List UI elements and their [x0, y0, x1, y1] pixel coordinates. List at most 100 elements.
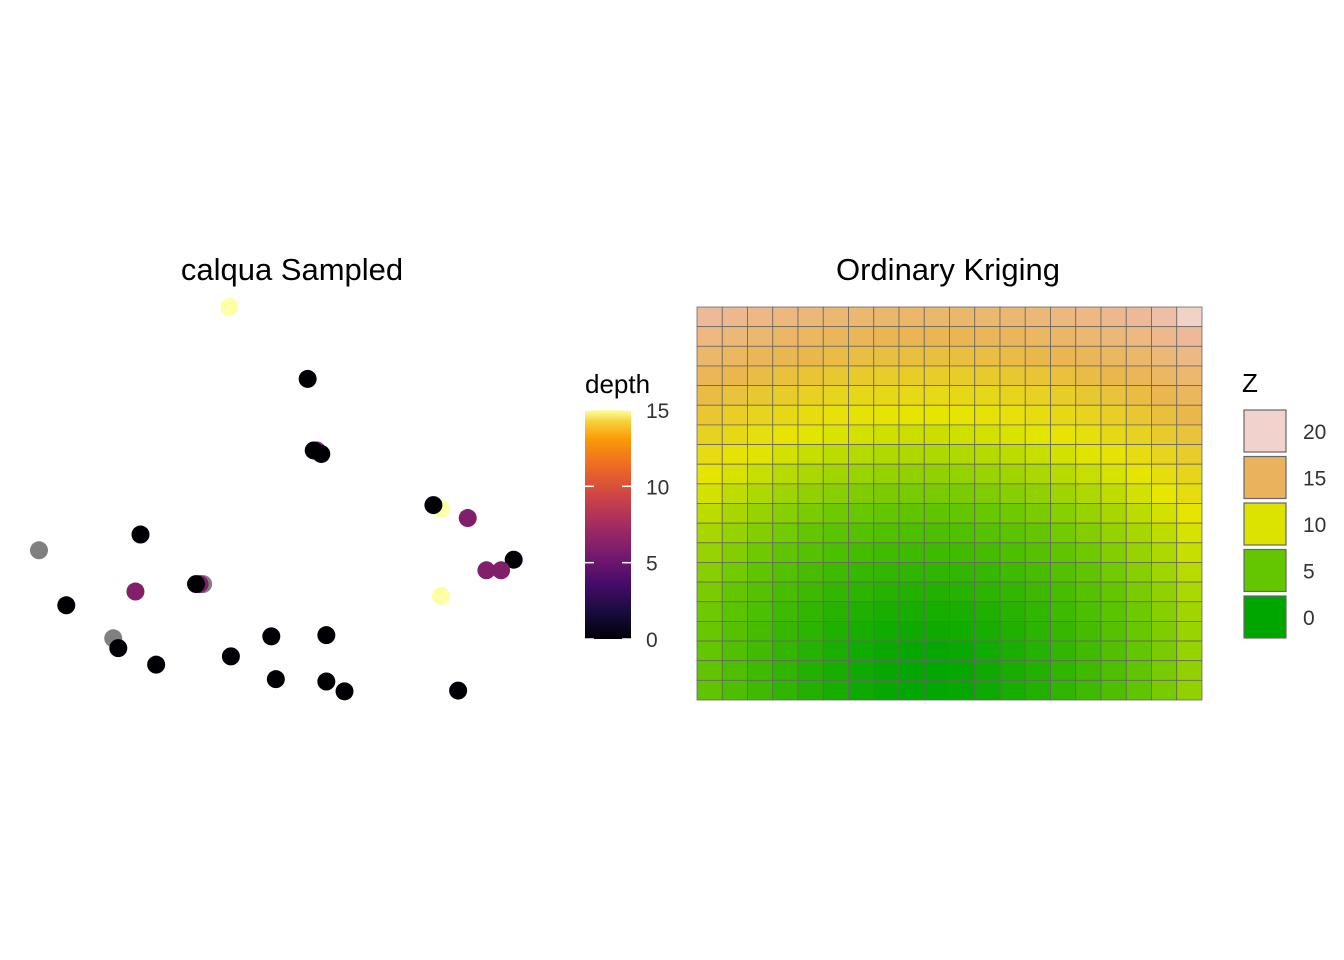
kriging-cell — [1151, 660, 1178, 681]
scatter-point — [317, 672, 336, 691]
kriging-cell — [1100, 503, 1127, 524]
kriging-cell — [822, 424, 849, 445]
kriging-cell — [1024, 601, 1051, 622]
kriging-cell — [797, 306, 824, 328]
kriging-cell — [1100, 326, 1127, 347]
scatter-point — [298, 369, 317, 388]
z-legend-key — [1243, 595, 1287, 639]
kriging-cell — [1176, 640, 1203, 662]
kriging-cell — [822, 463, 849, 485]
kriging-cell — [999, 522, 1026, 544]
kriging-cell — [873, 306, 900, 328]
z-legend-key — [1243, 502, 1287, 546]
kriging-cell — [696, 542, 723, 563]
kriging-cell — [1151, 562, 1178, 583]
kriging-cell — [1050, 542, 1077, 563]
kriging-cell — [747, 306, 774, 328]
kriging-cell — [1151, 306, 1178, 328]
kriging-cell — [923, 424, 950, 445]
kriging-cell — [898, 503, 925, 524]
kriging-cell — [747, 562, 774, 583]
kriging-cell — [974, 463, 1001, 485]
kriging-cell — [1100, 483, 1127, 504]
kriging-cell — [1151, 640, 1178, 662]
kriging-cell — [974, 404, 1001, 426]
kriging-cell — [999, 326, 1026, 347]
kriging-cell — [772, 404, 799, 426]
kriging-cell — [822, 404, 849, 426]
kriging-cell — [1176, 660, 1203, 681]
kriging-cell — [1024, 424, 1051, 445]
kriging-cell — [999, 581, 1026, 603]
kriging-cell — [923, 660, 950, 681]
kriging-cell — [1050, 306, 1077, 328]
kriging-cell — [1024, 444, 1051, 465]
depth-ticks: 0 5 10 15 — [585, 400, 669, 652]
kriging-cell — [1100, 640, 1127, 662]
scatter-point — [312, 444, 331, 463]
kriging-cell — [1125, 522, 1152, 544]
kriging-cell — [1176, 463, 1203, 485]
kriging-cell — [1050, 562, 1077, 583]
kriging-cell — [1075, 640, 1102, 662]
kriging-cell — [999, 424, 1026, 445]
kriging-cell — [797, 679, 824, 701]
kriging-cell — [822, 562, 849, 583]
kriging-cell — [1075, 463, 1102, 485]
kriging-cell — [772, 424, 799, 445]
kriging-cell — [1151, 345, 1178, 367]
kriging-cell — [797, 483, 824, 504]
kriging-cell — [898, 562, 925, 583]
kriging-cell — [1075, 424, 1102, 445]
z-legend-label: 0 — [1303, 607, 1315, 630]
scatter-point — [317, 626, 336, 645]
kriging-cell — [747, 679, 774, 701]
kriging-cell — [898, 542, 925, 563]
kriging-cell — [1100, 424, 1127, 445]
kriging-cell — [923, 601, 950, 622]
kriging-cell — [873, 522, 900, 544]
kriging-cell — [999, 621, 1026, 642]
kriging-cell — [1075, 444, 1102, 465]
kriging-cell — [1151, 404, 1178, 426]
kriging-cell — [1050, 660, 1077, 681]
kriging-cell — [999, 365, 1026, 387]
kriging-cell — [696, 463, 723, 485]
kriging-cell — [721, 503, 748, 524]
kriging-cell — [797, 601, 824, 622]
kriging-cell — [822, 444, 849, 465]
kriging-cell — [1176, 522, 1203, 544]
kriging-cell — [747, 601, 774, 622]
kriging-cell — [772, 562, 799, 583]
kriging-cell — [923, 640, 950, 662]
kriging-cell — [747, 404, 774, 426]
kriging-cell — [898, 463, 925, 485]
kriging-cell — [747, 640, 774, 662]
kriging-cell — [999, 463, 1026, 485]
kriging-cell — [822, 581, 849, 603]
kriging-cell — [696, 640, 723, 662]
scatter-panel: calqua Sampled — [30, 252, 523, 701]
kriging-cell — [848, 640, 875, 662]
depth-legend-title: depth — [585, 369, 650, 399]
kriging-cell — [1125, 601, 1152, 622]
kriging-cell — [1176, 306, 1203, 328]
kriging-cell — [822, 503, 849, 524]
kriging-cell — [873, 660, 900, 681]
kriging-cell — [974, 679, 1001, 701]
kriging-cell — [1176, 562, 1203, 583]
kriging-cell — [822, 679, 849, 701]
kriging-cell — [1176, 601, 1203, 622]
kriging-cell — [949, 444, 976, 465]
kriging-cell — [696, 483, 723, 504]
kriging-cell — [721, 640, 748, 662]
kriging-cell — [1050, 385, 1077, 406]
kriging-cell — [999, 306, 1026, 328]
kriging-cell — [797, 581, 824, 603]
kriging-cell — [721, 522, 748, 544]
kriging-cell — [797, 621, 824, 642]
scatter-title: calqua Sampled — [181, 252, 403, 287]
z-legend-title: Z — [1242, 368, 1258, 398]
scatter-point — [109, 639, 128, 658]
kriging-cell — [1050, 345, 1077, 367]
